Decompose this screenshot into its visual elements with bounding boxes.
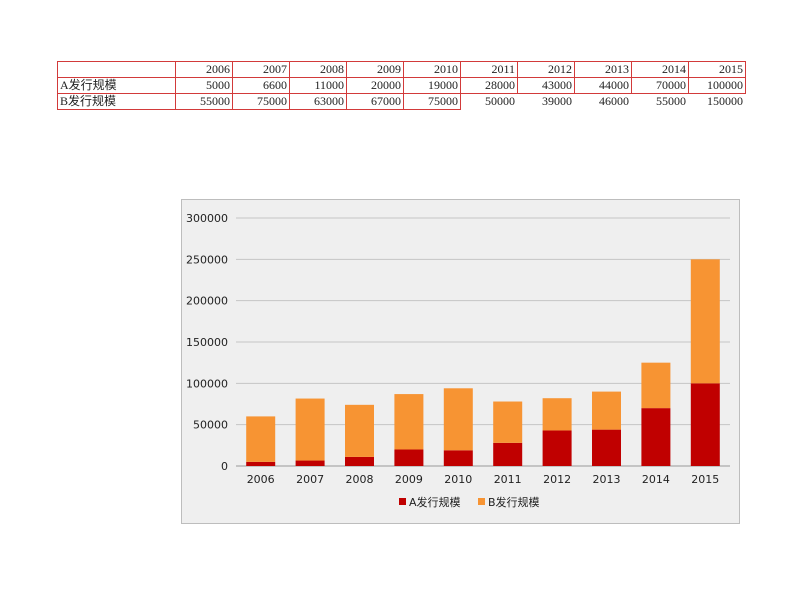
bar-b-2011 <box>493 401 523 443</box>
bar-a-2009 <box>394 449 424 466</box>
y-tick-label: 300000 <box>186 212 228 225</box>
bar-a-2014 <box>641 408 671 466</box>
table-cell: 67000 <box>346 93 404 110</box>
bar-a-2008 <box>345 456 374 466</box>
bar-a-2007 <box>295 460 325 466</box>
table-cell: 75000 <box>403 93 461 110</box>
row-label: A发行规模 <box>57 77 176 94</box>
table-header-cell: 2011 <box>460 61 518 78</box>
table-cell: 100000 <box>688 77 746 94</box>
table-cell: 46000 <box>599 94 629 108</box>
row-label: B发行规模 <box>57 93 176 110</box>
legend-swatch <box>478 498 485 505</box>
table-header-cell: 2010 <box>403 61 461 78</box>
table-cell: 55000 <box>175 93 233 110</box>
y-tick-label: 150000 <box>186 336 228 349</box>
table-cell: 150000 <box>707 94 743 108</box>
table-row: B发行规模 55000 75000 63000 67000 75000 5000… <box>57 93 746 110</box>
x-tick-label: 2015 <box>691 473 719 486</box>
table-cell: 75000 <box>232 93 290 110</box>
bar-a-2015 <box>690 383 720 466</box>
bar-b-2009 <box>394 394 424 450</box>
table-header-cell: 2007 <box>232 61 290 78</box>
data-table: 2006 2007 2008 2009 2010 2011 2012 2013 … <box>57 61 746 110</box>
table-cell: 43000 <box>517 77 575 94</box>
y-tick-label: 100000 <box>186 377 228 390</box>
table-header-cell: 2014 <box>631 61 689 78</box>
x-tick-label: 2009 <box>395 473 423 486</box>
y-tick-label: 200000 <box>186 295 228 308</box>
table-header-cell: 2009 <box>346 61 404 78</box>
bar-a-2013 <box>592 429 621 466</box>
x-tick-label: 2008 <box>346 473 374 486</box>
bar-b-2012 <box>542 398 572 431</box>
bar-b-2013 <box>592 391 621 430</box>
x-tick-label: 2013 <box>593 473 621 486</box>
x-tick-label: 2010 <box>444 473 472 486</box>
table-cell: 39000 <box>542 94 572 108</box>
table-cell: 70000 <box>631 77 689 94</box>
table-row: A发行规模 5000 6600 11000 20000 19000 28000 … <box>57 77 746 94</box>
bar-a-2012 <box>542 430 572 466</box>
bar-b-2007 <box>295 398 325 461</box>
legend-label: A发行规模 <box>409 495 461 509</box>
table-cell: 19000 <box>403 77 461 94</box>
x-tick-label: 2007 <box>296 473 324 486</box>
y-tick-label: 250000 <box>186 253 228 266</box>
bar-b-2015 <box>690 259 720 384</box>
bar-b-2008 <box>345 404 374 457</box>
bar-b-2006 <box>246 416 276 462</box>
table-header-row: 2006 2007 2008 2009 2010 2011 2012 2013 … <box>57 61 746 78</box>
bar-a-2011 <box>493 442 523 466</box>
bar-b-2010 <box>443 388 473 451</box>
legend-label: B发行规模 <box>488 495 540 509</box>
table-cell: 5000 <box>175 77 233 94</box>
table-header-cell: 2006 <box>175 61 233 78</box>
bar-b-2014 <box>641 362 671 409</box>
table-cell: 11000 <box>289 77 347 94</box>
y-tick-label: 50000 <box>193 419 228 432</box>
bar-a-2010 <box>443 450 473 466</box>
x-tick-label: 2011 <box>494 473 522 486</box>
table-cell: 28000 <box>460 77 518 94</box>
table-cell: 55000 <box>656 94 686 108</box>
y-tick-label: 0 <box>221 460 228 473</box>
stacked-bar-chart: 300000 250000 200000 150000 100000 50000 0 2006… <box>186 212 730 509</box>
table-header-cell: 2012 <box>517 61 575 78</box>
table-header-cell <box>57 61 176 78</box>
table-cell: 63000 <box>289 93 347 110</box>
table-cell: 20000 <box>346 77 404 94</box>
table-cell: 50000 <box>485 94 515 108</box>
x-tick-label: 2012 <box>543 473 571 486</box>
bar-a-2006 <box>246 461 276 466</box>
table-header-cell: 2015 <box>688 61 746 78</box>
chart-area: 300000 250000 200000 150000 100000 50000 0 2006… <box>181 199 740 524</box>
x-tick-label: 2006 <box>247 473 275 486</box>
table-cell: 6600 <box>232 77 290 94</box>
legend-swatch <box>399 498 406 505</box>
table-cell: 44000 <box>574 77 632 94</box>
x-tick-label: 2014 <box>642 473 670 486</box>
table-header-cell: 2013 <box>574 61 632 78</box>
table-header-cell: 2008 <box>289 61 347 78</box>
